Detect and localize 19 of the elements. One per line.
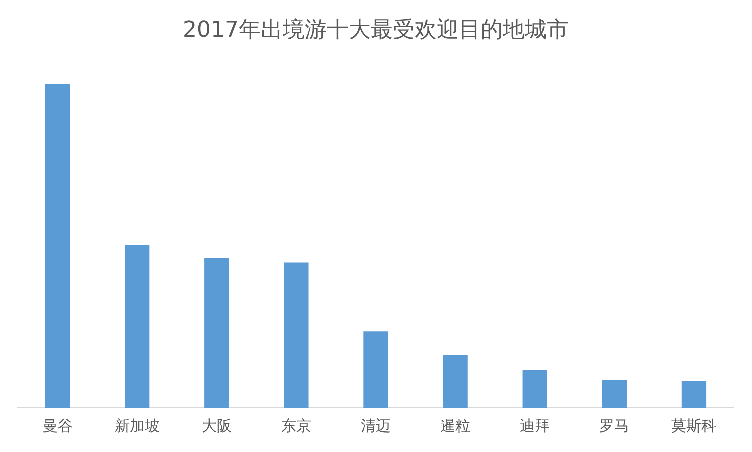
bar [682, 381, 707, 408]
bar [522, 370, 548, 408]
x-tick-label: 新加坡 [114, 416, 160, 435]
bar [602, 380, 627, 408]
bar [125, 246, 150, 408]
x-tick-label: 东京 [281, 416, 312, 435]
x-tick-label: 罗马 [600, 416, 630, 435]
chart-title: 2017年出境游十大最受欢迎目的地城市 [183, 18, 569, 43]
bar [284, 262, 309, 408]
x-tick-label: 大阪 [202, 416, 232, 435]
bar [364, 332, 388, 408]
bar [204, 258, 230, 408]
x-tick-label: 暹粒 [440, 416, 471, 435]
bar [45, 84, 70, 408]
x-tick-label: 迪拜 [520, 416, 550, 435]
x-tick-label: 曼谷 [42, 416, 73, 435]
x-tick-label: 清迈 [361, 416, 391, 435]
bar [443, 355, 468, 408]
x-tick-label: 莫斯科 [672, 416, 717, 435]
